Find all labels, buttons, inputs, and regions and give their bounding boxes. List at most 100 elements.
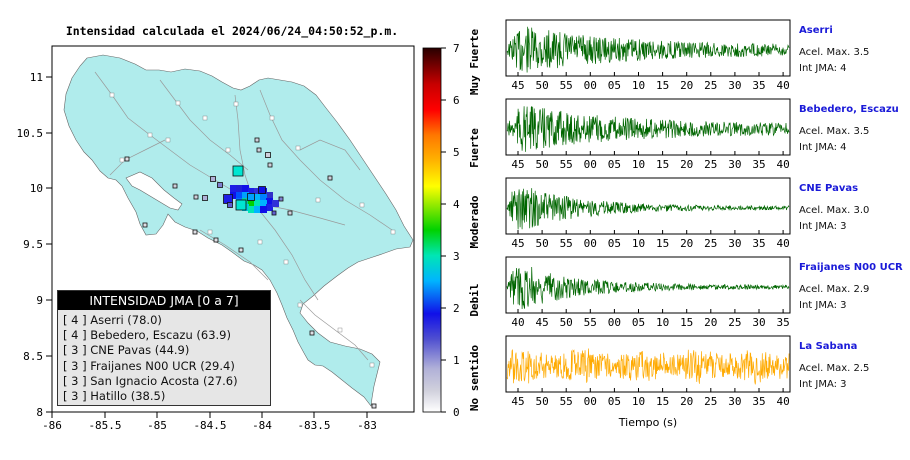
station-marker: [254, 137, 260, 143]
waveform-tick-label: 20: [704, 316, 717, 329]
map-y-tick-label: 8: [36, 406, 43, 419]
station-marker: [213, 237, 219, 243]
intensity-cell: [236, 185, 243, 192]
waveform-tick-label: 35: [752, 237, 765, 250]
waveform-tick-label: 15: [680, 316, 693, 329]
station-marker: [271, 210, 277, 216]
colorbar-tick-label: 4: [453, 198, 460, 211]
intensity-cell: [272, 200, 279, 207]
map-x-tick-label: -85: [147, 419, 167, 432]
waveform-trace: [506, 106, 790, 152]
map-y-tick-label: 10.5: [17, 127, 44, 140]
road-line: [234, 94, 251, 191]
city-marker: [119, 157, 125, 163]
intensity-cell: [230, 185, 237, 192]
road-line: [299, 139, 361, 171]
waveform-tick-label: 25: [704, 79, 717, 92]
waveform-tick-label: 20: [680, 395, 693, 408]
waveform-tick-label: 30: [728, 395, 741, 408]
waveform-trace: [506, 266, 790, 310]
waveform-tick-label: 55: [560, 395, 573, 408]
waveform-panel: 45 50 55 00 05 10 15 20 25 30 35 40 La Sabana Acel. M…: [505, 335, 869, 408]
intensity-cell: [230, 192, 237, 199]
colorbar-tick-label: 6: [453, 94, 460, 107]
waveform-tick-label: 35: [752, 395, 765, 408]
city-marker: [202, 115, 208, 121]
waveform-tick-label: 35: [752, 79, 765, 92]
intensity-cell: [242, 192, 249, 199]
intensity-cell: [254, 206, 261, 213]
intensity-legend: INTENSIDAD JMA [0 a 7] [ 4 ] Aserri (78.…: [57, 290, 271, 406]
waveform-tick-label: 40: [776, 79, 789, 92]
city-marker: [315, 197, 321, 203]
map-x-tick-label: -84: [252, 419, 272, 432]
map-y-tick-label: 11: [30, 71, 43, 84]
intensity-cell: [260, 200, 267, 207]
city-marker: [225, 147, 231, 153]
colorbar-category-labels: No sentido Debil Moderado Fuerte Muy Fuerte: [468, 29, 481, 412]
station-marker: [232, 165, 244, 177]
intensity-colorbar: [422, 47, 442, 413]
city-marker: [109, 92, 115, 98]
intensity-cell: [236, 192, 243, 199]
colorbar-category-label: Moderado: [468, 195, 481, 248]
waveform-tick-label: 55: [584, 316, 597, 329]
waveform-tick-label: 20: [680, 158, 693, 171]
legend-row: [ 3 ] Fraijanes N00 UCR (29.4): [63, 358, 235, 373]
colorbar-tick-label: 2: [453, 302, 460, 315]
station-marker: [256, 147, 262, 153]
waveform-trace: [506, 188, 790, 230]
map-y-tick-label: 9: [36, 294, 43, 307]
accel-max-label: Acel. Max. 2.5: [799, 363, 869, 374]
station-marker: [217, 182, 223, 188]
station-marker: [142, 222, 148, 228]
city-marker: [297, 302, 303, 308]
waveform-tick-label: 40: [776, 237, 789, 250]
intensity-cell: [266, 192, 273, 199]
accel-max-label: Acel. Max. 3.5: [799, 126, 869, 137]
colorbar-tick-label: 7: [453, 42, 460, 55]
intensity-cell: [248, 188, 255, 195]
intensity-cell: [260, 194, 267, 201]
costa-rica-land: [63, 54, 414, 407]
city-marker: [175, 100, 181, 106]
map-x-tick-label: -83.5: [297, 419, 330, 432]
waveform-tick-label: 45: [511, 237, 524, 250]
waveform-tick-label: 00: [608, 316, 621, 329]
map-x-tick-label: -83: [357, 419, 377, 432]
station-marker: [172, 183, 178, 189]
waveform-tick-label: 05: [608, 237, 621, 250]
station-marker: [235, 199, 247, 211]
waveform-tick-label: 50: [560, 316, 573, 329]
intensity-cell: [248, 206, 255, 213]
city-marker: [165, 137, 171, 143]
waveform-tick-label: 00: [584, 158, 597, 171]
waveform-tick-label: 00: [584, 395, 597, 408]
waveform-trace: [506, 26, 790, 73]
waveform-tick-label: 50: [535, 79, 548, 92]
figure-title: Intensidad calculada el 2024/06/24_04:50…: [66, 24, 398, 39]
map-x-tick-label: -85.5: [88, 419, 121, 432]
intensity-cell: [254, 194, 261, 201]
station-marker: [309, 330, 315, 336]
station-marker: [278, 196, 284, 202]
waveform-tick-label: 30: [728, 158, 741, 171]
station-markers: [124, 137, 377, 409]
waveform-tick-label: 25: [704, 395, 717, 408]
legend-row: [ 4 ] Aserri (78.0): [63, 313, 162, 327]
waveform-panels: 45 50 55 00 05 10 15 20 25 30 35 40 Aserri Acel. Max.…: [505, 19, 903, 408]
waveform-tick-label: 30: [728, 79, 741, 92]
waveform-tick-label: 30: [728, 237, 741, 250]
waveform-tick-label: 40: [776, 158, 789, 171]
accel-max-label: Acel. Max. 3.5: [799, 47, 869, 58]
station-marker: [227, 202, 233, 208]
legend-row: [ 3 ] Hatillo (38.5): [63, 389, 166, 404]
waveform-tick-label: 10: [656, 316, 669, 329]
map-x-axis: -86 -85.5 -85 -84.5 -84 -83.5 -83: [42, 412, 377, 432]
station-marker: [124, 156, 130, 162]
waveform-tick-label: 25: [704, 158, 717, 171]
waveform-tick-label: 40: [511, 316, 524, 329]
waveform-tick-label: 15: [656, 237, 669, 250]
road-line: [254, 204, 319, 301]
legend-row: [ 3 ] San Ignacio Acosta (27.6): [63, 373, 238, 388]
